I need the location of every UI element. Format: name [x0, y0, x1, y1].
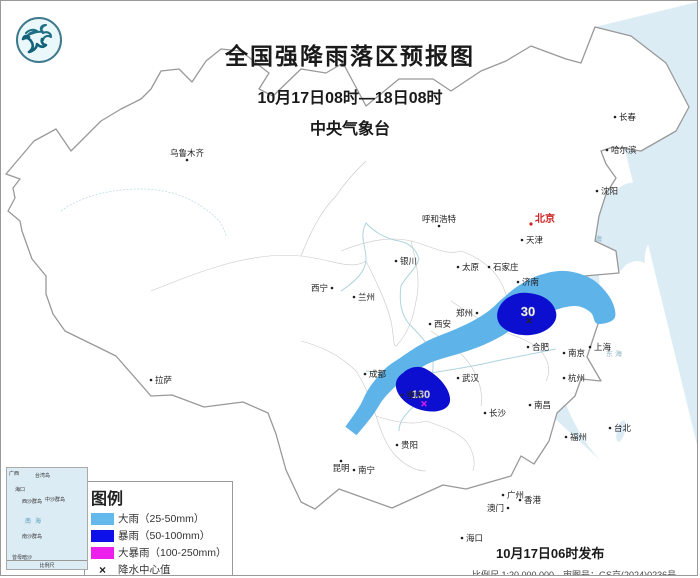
svg-text:福州: 福州 [570, 432, 587, 442]
svg-text:澳门: 澳门 [487, 503, 504, 513]
svg-text:沈阳: 沈阳 [601, 186, 618, 196]
svg-text:武汉: 武汉 [462, 373, 480, 383]
svg-text:银川: 银川 [400, 256, 417, 266]
svg-text:杭州: 杭州 [568, 373, 585, 383]
svg-text:台北: 台北 [614, 423, 632, 433]
svg-text:西宁: 西宁 [311, 283, 328, 293]
svg-text:长沙: 长沙 [489, 408, 507, 418]
svg-text:香港: 香港 [524, 495, 542, 505]
svg-text:昆明: 昆明 [332, 463, 349, 473]
svg-text:拉萨: 拉萨 [155, 375, 173, 385]
svg-text:西安: 西安 [434, 319, 451, 329]
svg-text:南昌: 南昌 [534, 400, 551, 410]
svg-text:哈尔滨: 哈尔滨 [611, 145, 637, 155]
svg-text:成都: 成都 [369, 369, 387, 379]
svg-text:重庆: 重庆 [406, 390, 424, 400]
svg-text:南宁: 南宁 [358, 465, 375, 475]
svg-text:海口: 海口 [466, 533, 483, 543]
svg-text:贵阳: 贵阳 [401, 440, 418, 450]
svg-text:南京: 南京 [568, 348, 585, 358]
svg-text:乌鲁木齐: 乌鲁木齐 [170, 148, 205, 158]
svg-text:上海: 上海 [594, 342, 612, 352]
svg-text:✕: ✕ [525, 316, 533, 326]
svg-text:呼和浩特: 呼和浩特 [422, 214, 457, 224]
svg-text:广州: 广州 [507, 490, 524, 500]
svg-text:兰州: 兰州 [358, 292, 375, 302]
svg-text:石家庄: 石家庄 [493, 262, 519, 272]
svg-text:济南: 济南 [522, 277, 539, 287]
svg-text:合肥: 合肥 [532, 342, 550, 352]
svg-text:郑州: 郑州 [456, 308, 473, 318]
svg-text:北京: 北京 [535, 212, 555, 225]
svg-text:天津: 天津 [526, 235, 544, 245]
svg-text:太原: 太原 [462, 262, 479, 272]
svg-text:✕: ✕ [420, 399, 428, 409]
